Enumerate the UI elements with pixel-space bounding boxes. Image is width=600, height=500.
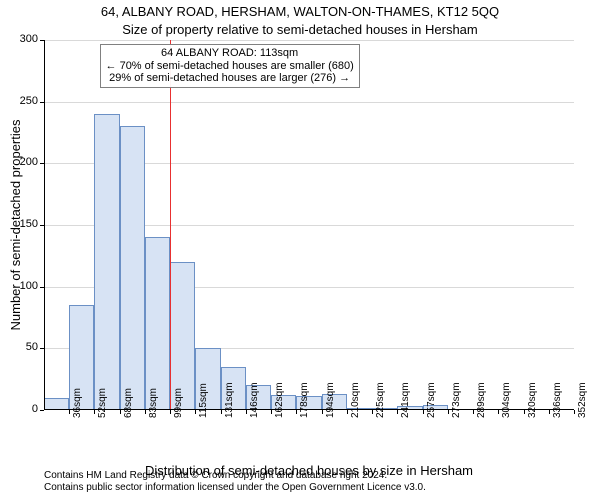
x-tick-label: 320sqm bbox=[527, 382, 538, 418]
x-tick-mark bbox=[549, 410, 550, 414]
subject-annotation: 64 ALBANY ROAD: 113sqm← 70% of semi-deta… bbox=[100, 44, 360, 88]
x-tick-label: 352sqm bbox=[577, 382, 588, 418]
x-tick-mark bbox=[322, 410, 323, 414]
y-tick-label: 300 bbox=[10, 33, 38, 45]
subtitle: Size of property relative to semi-detach… bbox=[0, 22, 600, 37]
y-tick-label: 100 bbox=[10, 280, 38, 292]
x-tick-mark bbox=[347, 410, 348, 414]
x-tick-label: 304sqm bbox=[501, 382, 512, 418]
annotation-line: 29% of semi-detached houses are larger (… bbox=[106, 72, 354, 85]
x-tick-label: 162sqm bbox=[274, 382, 285, 418]
x-tick-label: 115sqm bbox=[198, 383, 209, 418]
subject-marker-line bbox=[170, 40, 171, 410]
x-tick-label: 241sqm bbox=[400, 382, 411, 418]
x-tick-mark bbox=[423, 410, 424, 414]
histogram-bar bbox=[120, 126, 145, 410]
x-tick-label: 36sqm bbox=[72, 388, 83, 418]
x-tick-label: 83sqm bbox=[148, 388, 159, 418]
y-axis bbox=[44, 40, 45, 410]
y-tick-label: 200 bbox=[10, 156, 38, 168]
x-tick-label: 131sqm bbox=[224, 382, 235, 418]
address-title: 64, ALBANY ROAD, HERSHAM, WALTON-ON-THAM… bbox=[0, 4, 600, 19]
x-tick-mark bbox=[448, 410, 449, 414]
y-tick-mark bbox=[40, 410, 44, 411]
x-tick-label: 146sqm bbox=[249, 382, 260, 418]
credits-line1: Contains HM Land Registry data © Crown c… bbox=[44, 470, 426, 482]
x-tick-mark bbox=[195, 410, 196, 414]
credits-line2: Contains public sector information licen… bbox=[44, 482, 426, 494]
y-tick-label: 150 bbox=[10, 218, 38, 230]
x-tick-mark bbox=[271, 410, 272, 414]
x-tick-mark bbox=[221, 410, 222, 414]
annotation-line: ← 70% of semi-detached houses are smalle… bbox=[106, 60, 354, 73]
x-tick-mark bbox=[170, 410, 171, 414]
y-tick-label: 250 bbox=[10, 95, 38, 107]
histogram-bar bbox=[94, 114, 119, 410]
x-tick-label: 336sqm bbox=[552, 382, 563, 418]
x-tick-mark bbox=[372, 410, 373, 414]
x-tick-label: 210sqm bbox=[350, 382, 361, 418]
x-tick-mark bbox=[498, 410, 499, 414]
credits: Contains HM Land Registry data © Crown c… bbox=[44, 470, 426, 494]
x-tick-label: 99sqm bbox=[173, 388, 184, 418]
x-tick-label: 178sqm bbox=[299, 382, 310, 418]
x-tick-mark bbox=[246, 410, 247, 414]
x-tick-mark bbox=[397, 410, 398, 414]
x-tick-label: 273sqm bbox=[451, 382, 462, 418]
x-tick-mark bbox=[473, 410, 474, 414]
y-tick-label: 0 bbox=[10, 403, 38, 415]
x-tick-mark bbox=[296, 410, 297, 414]
histogram-bar bbox=[145, 237, 170, 410]
x-tick-mark bbox=[69, 410, 70, 414]
x-tick-mark bbox=[574, 410, 575, 414]
gridline bbox=[44, 102, 574, 103]
x-tick-label: 225sqm bbox=[375, 382, 386, 418]
x-tick-label: 257sqm bbox=[426, 382, 437, 418]
x-tick-label: 289sqm bbox=[476, 382, 487, 418]
gridline bbox=[44, 40, 574, 41]
annotation-line: 64 ALBANY ROAD: 113sqm bbox=[106, 47, 354, 60]
x-tick-label: 194sqm bbox=[325, 382, 336, 418]
y-tick-label: 50 bbox=[10, 341, 38, 353]
x-tick-label: 52sqm bbox=[97, 388, 108, 418]
x-tick-label: 68sqm bbox=[123, 388, 134, 418]
x-tick-mark bbox=[524, 410, 525, 414]
histogram-plot: Number of semi-detached properties Distr… bbox=[44, 40, 574, 410]
x-tick-mark bbox=[120, 410, 121, 414]
x-tick-mark bbox=[145, 410, 146, 414]
x-axis bbox=[44, 409, 574, 410]
x-tick-mark bbox=[94, 410, 95, 414]
